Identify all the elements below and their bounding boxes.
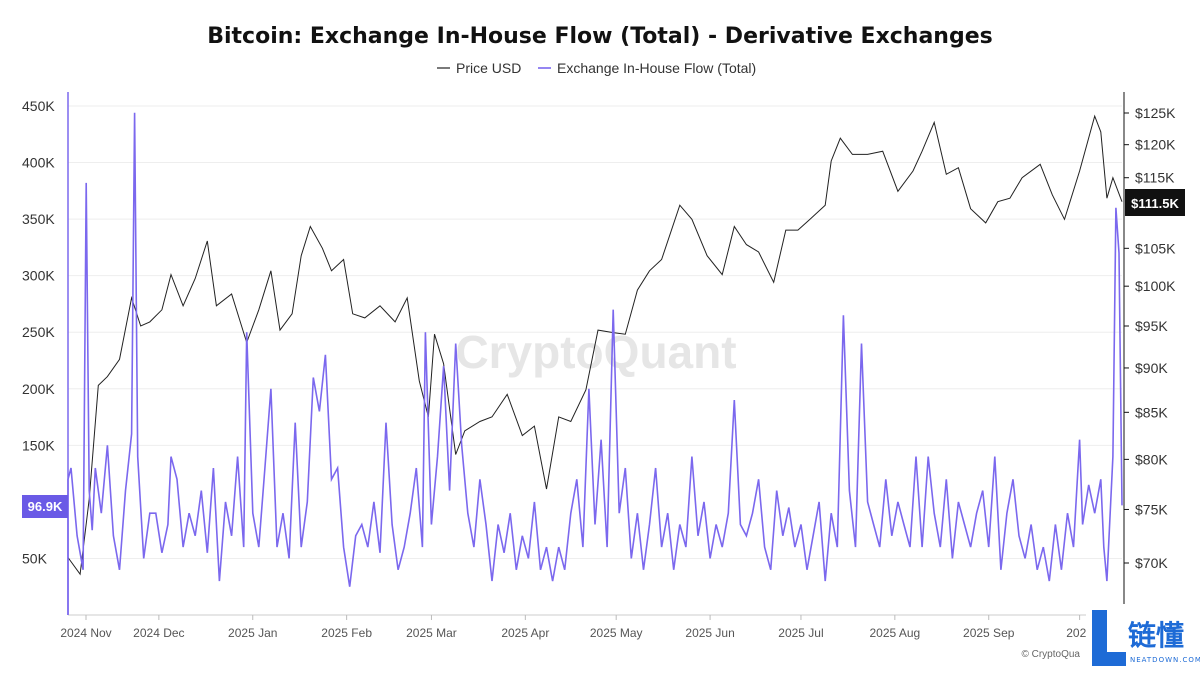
left-axis: 450K 400K 350K 300K 250K 200K 150K 50K	[22, 92, 69, 615]
y-left-tick-label: 400K	[22, 155, 55, 171]
x-tick-label: 2025 Apr	[501, 626, 549, 640]
y-left-tick-label: 200K	[22, 381, 55, 397]
series-line-flow	[67, 112, 1123, 615]
y-right-tick-label: $100K	[1135, 278, 1176, 294]
last-value-right-text: $111.5K	[1131, 196, 1179, 211]
x-tick-label: 2025 Jan	[228, 626, 277, 640]
x-tick-label: 2025 Sep	[963, 626, 1015, 640]
last-value-left-text: 96.9K	[28, 499, 63, 514]
y-right-tick-label: $80K	[1135, 451, 1168, 467]
y-right-tick-label: $85K	[1135, 404, 1168, 420]
legend: Price USD Exchange In-House Flow (Total)	[437, 60, 756, 76]
y-right-tick-label: $75K	[1135, 501, 1168, 517]
y-right-tick-label: $105K	[1135, 240, 1176, 256]
y-left-tick-label: 150K	[22, 437, 55, 453]
x-tick-label: 2025 Feb	[321, 626, 372, 640]
y-right-tick-label: $115K	[1135, 170, 1175, 186]
svg-text:链懂: 链懂	[1128, 619, 1184, 652]
x-tick-label: 2025 Jul	[778, 626, 823, 640]
last-value-right-badge: $111.5K	[1125, 189, 1185, 216]
series-line-price	[67, 114, 1123, 576]
grid	[68, 105, 1122, 559]
right-axis: $125K $120K $115K $105K $100K $95K $90K $85K $80…	[1123, 92, 1176, 604]
x-axis: 2024 Nov 2024 Dec 2025 Jan 2025 Feb 2025 Mar…	[60, 614, 1124, 640]
chart-title: Bitcoin: Exchange In-House Flow (Total) …	[207, 24, 993, 49]
legend-label-flow[interactable]: Exchange In-House Flow (Total)	[557, 60, 756, 76]
y-left-tick-label: 350K	[22, 211, 55, 227]
y-right-tick-label: $120K	[1135, 137, 1176, 153]
y-right-tick-label: $90K	[1135, 360, 1168, 376]
last-value-left-badge: 96.9K	[22, 495, 68, 518]
site-logo: 链懂 NEATDOWN.COM	[1086, 606, 1200, 672]
legend-label-price[interactable]: Price USD	[456, 60, 521, 76]
y-right-tick-label: $70K	[1135, 555, 1168, 571]
y-left-tick-label: 300K	[22, 268, 55, 284]
x-tick-label: 2024 Nov	[60, 626, 111, 640]
x-tick-label: 2025 May	[590, 626, 643, 640]
y-right-tick-label: $125K	[1135, 105, 1176, 121]
y-right-tick-label: $95K	[1135, 318, 1168, 334]
y-left-tick-label: 50K	[22, 550, 48, 566]
svg-text:NEATDOWN.COM: NEATDOWN.COM	[1130, 656, 1200, 664]
x-tick-label: 2025 Jun	[685, 626, 734, 640]
x-tick-label: 2025 Mar	[406, 626, 457, 640]
x-tick-label: 2024 Dec	[133, 626, 184, 640]
y-left-tick-label: 250K	[22, 324, 55, 340]
x-tick-label: 2025 Aug	[869, 626, 920, 640]
copyright-text: © CryptoQua	[1021, 649, 1080, 660]
y-left-tick-label: 450K	[22, 98, 55, 114]
watermark: CryptoQuant	[455, 326, 736, 378]
